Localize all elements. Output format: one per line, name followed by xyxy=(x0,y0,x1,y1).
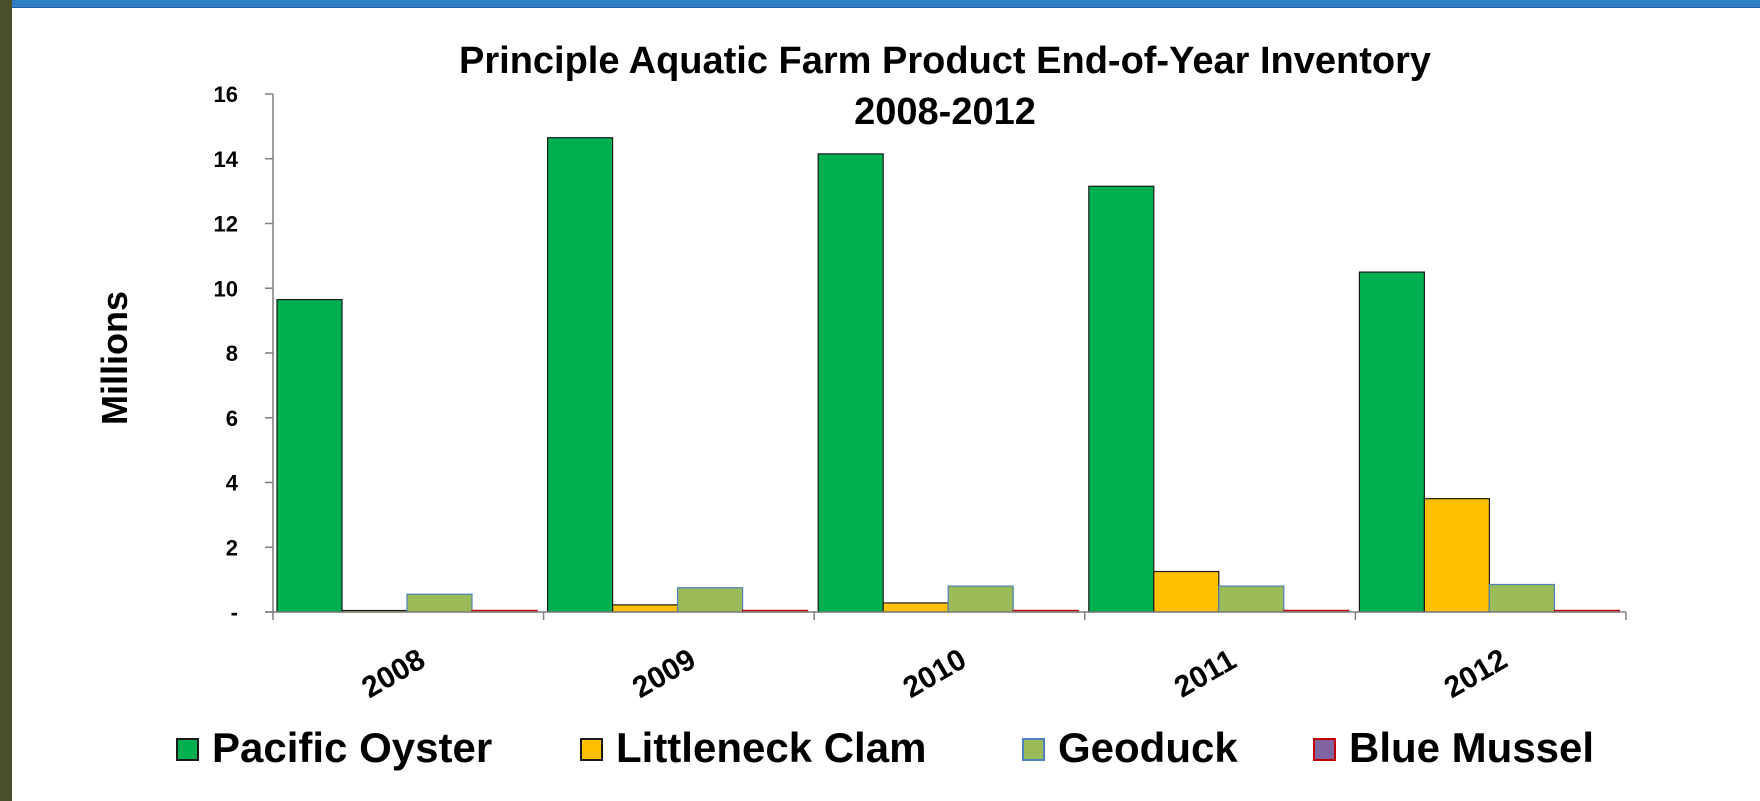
bar-littleneck-clam-2009 xyxy=(611,604,679,613)
x-tick-label-2011: 2011 xyxy=(1169,643,1242,704)
legend-swatch-littleneck-clam xyxy=(580,738,603,761)
bar-geoduck-2010 xyxy=(947,585,1014,613)
y-tick-label: 6 xyxy=(226,406,238,431)
y-tick-label: 10 xyxy=(214,276,238,301)
legend-swatch-pacific-oyster xyxy=(176,738,199,761)
legend: Pacific Oyster Littleneck Clam Geoduck Blue… xyxy=(176,724,1594,771)
x-tick-label-2008: 2008 xyxy=(356,643,430,705)
bar-littleneck-clam-2010 xyxy=(882,602,949,613)
bars-layer xyxy=(276,137,1621,613)
y-axis-title: Millions xyxy=(94,291,135,425)
y-tick-label: 2 xyxy=(226,535,238,560)
axes-layer xyxy=(265,93,1627,620)
bar-geoduck-2012 xyxy=(1488,583,1556,613)
legend-swatch-blue-mussel xyxy=(1313,738,1336,761)
bar-pacific-oyster-2009 xyxy=(546,137,614,613)
y-tick-label: 8 xyxy=(226,341,238,366)
y-tick-label: - xyxy=(231,600,238,625)
bar-pacific-oyster-2011 xyxy=(1088,185,1155,613)
y-tick-label: 16 xyxy=(214,82,238,107)
x-tick-label-2012: 2012 xyxy=(1439,643,1513,705)
bar-geoduck-2008 xyxy=(406,593,473,613)
y-tick-label: 4 xyxy=(226,471,239,496)
bar-pacific-oyster-2012 xyxy=(1358,271,1426,613)
bar-littleneck-clam-2012 xyxy=(1423,498,1491,613)
bar-pacific-oyster-2008 xyxy=(276,298,343,613)
bar-geoduck-2009 xyxy=(676,587,744,613)
legend-swatch-geoduck xyxy=(1022,738,1045,761)
x-tick-labels: 2008 2009 2010 2011 2012 xyxy=(356,643,1513,705)
legend-label-littleneck-clam: Littleneck Clam xyxy=(616,724,926,771)
window-top-border xyxy=(0,0,1760,8)
legend-label-pacific-oyster: Pacific Oyster xyxy=(212,724,492,771)
x-tick-label-2009: 2009 xyxy=(627,643,701,705)
bar-geoduck-2011 xyxy=(1218,585,1285,613)
legend-label-blue-mussel: Blue Mussel xyxy=(1349,724,1594,771)
legend-label-geoduck: Geoduck xyxy=(1058,724,1238,771)
y-tick-label: 12 xyxy=(214,212,238,237)
bar-littleneck-clam-2011 xyxy=(1153,570,1220,613)
y-tick-labels: - 2 4 6 8 10 12 14 16 xyxy=(214,82,239,625)
chart-title-line-1: Principle Aquatic Farm Product End-of-Ye… xyxy=(459,40,1431,82)
window-left-border xyxy=(0,0,12,801)
chart-title-line-2: 2008-2012 xyxy=(854,91,1036,133)
y-tick-label: 14 xyxy=(214,147,239,172)
bar-pacific-oyster-2010 xyxy=(817,153,884,613)
x-tick-label-2010: 2010 xyxy=(898,643,972,705)
